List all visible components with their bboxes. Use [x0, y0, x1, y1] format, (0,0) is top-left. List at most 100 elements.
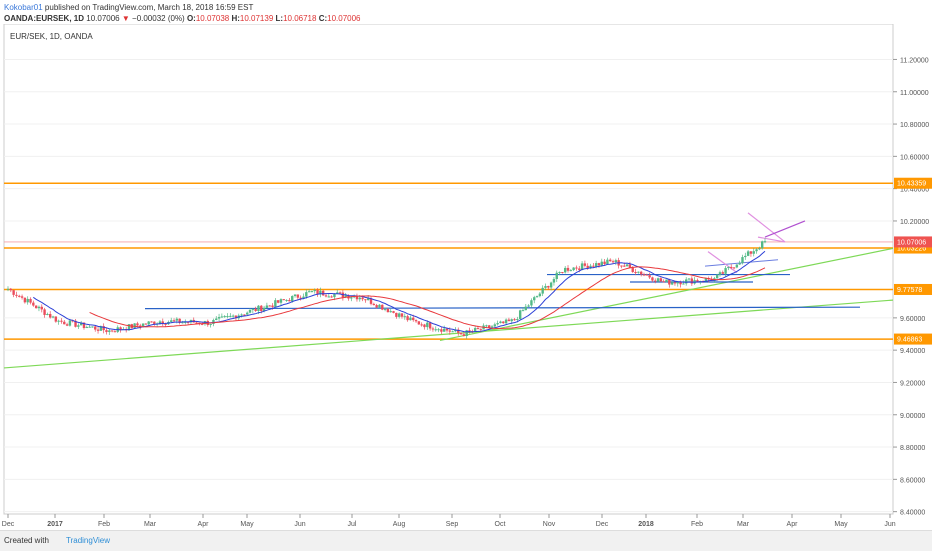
candle-body [153, 321, 156, 325]
candle-body [507, 319, 511, 322]
candle-body [355, 296, 359, 300]
x-tick-label: Nov [543, 521, 556, 528]
price-label-bg [894, 242, 932, 254]
candle-body [369, 298, 373, 304]
candle-body [246, 312, 249, 315]
candle-body [721, 272, 724, 274]
horizontal-levels [4, 182, 893, 340]
candle-body [378, 304, 381, 308]
x-tick-label: Jul [348, 521, 357, 528]
candle-body [451, 331, 454, 333]
candle-body [575, 267, 578, 269]
price-label-bg [894, 283, 932, 295]
candle-body [535, 296, 539, 298]
candle-body [344, 295, 347, 298]
candle-body [333, 294, 336, 298]
candle-body [448, 330, 452, 332]
candle-body [760, 241, 764, 249]
candle-body [442, 328, 446, 332]
candle-body [99, 326, 103, 331]
candle-body [65, 324, 69, 326]
candle-body [549, 282, 553, 288]
pink-wedge-bottom[interactable] [757, 236, 786, 243]
candle-body [113, 331, 117, 333]
candle-body [758, 248, 761, 250]
candle-body [493, 324, 497, 327]
candle-body [403, 316, 406, 318]
candle-body [496, 323, 499, 325]
price-label-bg [894, 333, 932, 345]
candle-body [530, 300, 533, 306]
y-tick-label: 10.80000 [900, 122, 929, 129]
candle-body [63, 321, 66, 325]
candle-body [580, 263, 584, 270]
candle-body [513, 319, 516, 321]
candle-body [676, 282, 679, 284]
candle-body [609, 259, 612, 262]
candle-body [659, 278, 663, 282]
candle-body [656, 278, 660, 282]
candle-body [524, 306, 527, 311]
candle-body [738, 262, 741, 265]
candle-body [49, 314, 52, 318]
tradingview-logo[interactable]: TradingView [66, 536, 111, 545]
x-tick-label: Dec [2, 521, 15, 528]
candle-body [428, 322, 432, 329]
candle-body [350, 297, 353, 299]
candle-body [105, 330, 108, 333]
pink-flag-line[interactable] [707, 251, 738, 274]
candle-body [175, 318, 179, 321]
candle-body [578, 268, 581, 270]
candle-body [704, 278, 708, 282]
pink-wedge-top[interactable] [747, 212, 786, 243]
high-value: 10.07139 [239, 14, 274, 23]
change-value: −0.00032 (0%) [132, 14, 185, 23]
candle-body [718, 272, 722, 275]
candle-body [285, 299, 288, 301]
x-tick-label: Mar [737, 521, 750, 528]
candle-body [746, 251, 750, 256]
purple-breakout-line[interactable] [764, 220, 806, 238]
candle-body [499, 321, 502, 324]
candle-body [164, 323, 167, 325]
candle-body [79, 322, 83, 326]
candle-body [662, 281, 665, 283]
price-chart[interactable]: EUR/SEK, 1D, OANDA Dec 2017 Feb Mar Apr May Ju… [0, 24, 932, 530]
candle-body [220, 316, 224, 318]
x-tick-label: Mar [144, 521, 157, 528]
y-tick-label: 8.40000 [900, 510, 925, 517]
x-tick-label: May [240, 521, 254, 528]
candle-body [71, 320, 74, 322]
author-link[interactable]: Kokobar01 [4, 3, 43, 12]
green-trendline-long[interactable] [3, 299, 894, 369]
candle-body [533, 297, 536, 301]
candle-body [668, 279, 671, 285]
candle-body [648, 275, 651, 278]
candle-body [367, 298, 370, 301]
candle-body [389, 311, 392, 313]
candle-body [68, 320, 72, 326]
candle-body [521, 310, 525, 312]
candle-body [744, 255, 747, 258]
candle-body [288, 299, 291, 302]
candle-body [200, 323, 204, 325]
candle-body [673, 282, 677, 284]
x-tick-label: Apr [787, 521, 799, 528]
candle-body [217, 317, 221, 319]
x-tick-label: Jun [294, 521, 305, 528]
y-tick-label: 9.00000 [900, 413, 925, 420]
candle-body [54, 316, 58, 322]
candle-body [274, 300, 277, 307]
candle-body [254, 308, 257, 312]
candle-body [670, 282, 674, 285]
x-tick-label: 2018 [638, 521, 654, 528]
green-trendline-steep[interactable] [439, 247, 894, 342]
candle-body [291, 296, 294, 302]
candle-body [510, 319, 513, 322]
candle-body [749, 251, 753, 254]
candle-body [94, 326, 97, 330]
x-tick-label: Feb [691, 521, 703, 528]
candle-body [32, 302, 35, 306]
candle-body [563, 267, 567, 273]
candle-body [316, 290, 319, 295]
